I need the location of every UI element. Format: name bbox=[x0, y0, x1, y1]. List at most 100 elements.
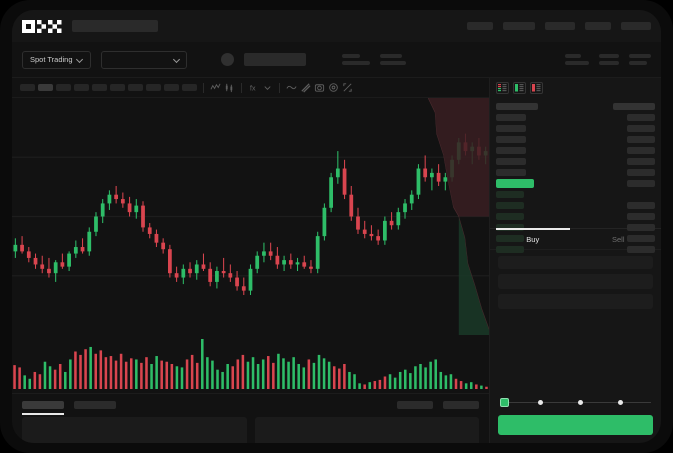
tab-sell-label: Sell bbox=[611, 234, 625, 244]
orders-tab-bar bbox=[12, 393, 489, 415]
amount-field[interactable] bbox=[498, 294, 653, 309]
app-viewport: Spot Trading bbox=[12, 10, 661, 443]
toolbar-divider bbox=[241, 82, 242, 93]
orders-pane-right bbox=[254, 417, 479, 443]
trading-mode-label: Spot Trading bbox=[30, 55, 73, 64]
orderbook-cell-amount bbox=[627, 235, 655, 242]
orderbook-row[interactable] bbox=[496, 178, 655, 189]
nav-item-3[interactable] bbox=[545, 22, 575, 30]
nav-item-1[interactable] bbox=[467, 22, 493, 30]
candlestick-icon[interactable] bbox=[224, 82, 235, 93]
slider-stop-75[interactable] bbox=[618, 399, 623, 405]
orderbook-bids-icon[interactable] bbox=[513, 82, 526, 94]
orderbook-row[interactable] bbox=[496, 112, 655, 123]
slider-stop-50[interactable] bbox=[578, 399, 583, 405]
nav-item-5[interactable] bbox=[621, 22, 651, 30]
amount-percent-slider[interactable] bbox=[490, 389, 661, 415]
magnet-icon[interactable] bbox=[300, 82, 311, 93]
orderbook-row[interactable] bbox=[496, 156, 655, 167]
ticker-bar: Spot Trading bbox=[12, 42, 661, 78]
orderbook-cell-amount bbox=[627, 202, 655, 209]
search-input[interactable] bbox=[72, 20, 158, 32]
toolbar-divider bbox=[203, 82, 204, 93]
orderbook-asks-icon[interactable] bbox=[530, 82, 543, 94]
orderbook-both-icon[interactable] bbox=[496, 82, 509, 94]
slider-track bbox=[502, 401, 651, 403]
orderbook-row[interactable] bbox=[496, 189, 655, 200]
stat-2 bbox=[379, 54, 406, 65]
timeframe-button-8[interactable] bbox=[146, 84, 161, 91]
orderbook-cell-amount bbox=[613, 103, 655, 110]
timeframe-button-5[interactable] bbox=[92, 84, 107, 91]
orderbook-cell-amount bbox=[627, 158, 655, 165]
orderbook-cell-price bbox=[496, 202, 524, 209]
orderbook-row[interactable] bbox=[496, 233, 655, 244]
stat-5 bbox=[629, 54, 651, 65]
orderbook-cell-amount bbox=[627, 169, 655, 176]
orderbook-header-row bbox=[496, 101, 655, 112]
timeframe-button-2[interactable] bbox=[38, 84, 53, 91]
indicator-icon[interactable]: fx bbox=[248, 82, 259, 93]
orderbook-cell-price bbox=[496, 169, 526, 176]
top-navigation-bar bbox=[12, 10, 661, 42]
timeframe-button-6[interactable] bbox=[110, 84, 125, 91]
place-buy-order-button[interactable] bbox=[498, 415, 653, 435]
timeframe-button-1[interactable] bbox=[20, 84, 35, 91]
trade-sidebar: Buy Sell bbox=[489, 78, 661, 443]
orderbook-cell-amount bbox=[627, 180, 655, 187]
tab-order-history[interactable] bbox=[74, 400, 116, 409]
tab-action-2[interactable] bbox=[443, 400, 479, 409]
tab-open-orders[interactable] bbox=[22, 400, 64, 415]
volume-chart[interactable] bbox=[12, 335, 489, 393]
order-type-field[interactable] bbox=[498, 256, 653, 269]
tab-buy[interactable]: Buy bbox=[490, 228, 576, 249]
slider-handle[interactable] bbox=[500, 397, 509, 407]
orderbook-row[interactable] bbox=[496, 211, 655, 222]
timeframe-button-7[interactable] bbox=[128, 84, 143, 91]
orderbook-row[interactable] bbox=[496, 222, 655, 233]
line-chart-icon[interactable] bbox=[210, 82, 221, 93]
orderbook-cell-amount bbox=[627, 224, 655, 231]
fullscreen-icon[interactable] bbox=[342, 82, 353, 93]
okx-logo[interactable] bbox=[22, 19, 62, 33]
chevron-down-icon[interactable] bbox=[262, 82, 273, 93]
orderbook-row[interactable] bbox=[496, 244, 655, 255]
tab-action-1[interactable] bbox=[397, 400, 433, 409]
orderbook-cell-amount bbox=[627, 136, 655, 143]
orderbook-row[interactable] bbox=[496, 200, 655, 211]
orderbook-cell-price bbox=[496, 147, 526, 154]
toolbar-divider bbox=[279, 82, 280, 93]
camera-icon[interactable] bbox=[314, 82, 325, 93]
wave-icon[interactable] bbox=[286, 82, 297, 93]
timeframe-button-3[interactable] bbox=[56, 84, 71, 91]
orders-pane-left bbox=[22, 417, 247, 443]
orderbook-row[interactable] bbox=[496, 167, 655, 178]
nav-item-4[interactable] bbox=[585, 22, 611, 30]
orderbook-cell-price bbox=[496, 103, 538, 110]
orderbook-cell-price bbox=[496, 179, 534, 188]
coin-avatar bbox=[220, 53, 234, 66]
orderbook-row[interactable] bbox=[496, 123, 655, 134]
timeframe-button-9[interactable] bbox=[164, 84, 179, 91]
orderbook-row[interactable] bbox=[496, 145, 655, 156]
volume-svg bbox=[13, 339, 488, 389]
trade-side-tabs: Buy Sell bbox=[490, 228, 661, 250]
timeframe-button-4[interactable] bbox=[74, 84, 89, 91]
tab-sell[interactable]: Sell bbox=[576, 229, 662, 249]
chevron-down-icon bbox=[174, 57, 180, 63]
orderbook-row[interactable] bbox=[496, 134, 655, 145]
orderbook-cell-price bbox=[496, 235, 524, 242]
price-field[interactable] bbox=[498, 274, 653, 289]
timeframe-button-10[interactable] bbox=[182, 84, 197, 91]
pair-price-placeholder bbox=[243, 53, 306, 66]
orderbook-cell-price bbox=[496, 125, 526, 132]
nav-item-2[interactable] bbox=[503, 22, 535, 30]
candlestick-chart[interactable] bbox=[12, 98, 489, 335]
orderbook-list[interactable] bbox=[490, 98, 661, 253]
orderbook-view-toggles bbox=[490, 78, 661, 98]
pair-selector[interactable] bbox=[100, 50, 187, 69]
settings-icon[interactable] bbox=[328, 82, 339, 93]
trading-mode-selector[interactable]: Spot Trading bbox=[22, 50, 91, 69]
slider-stop-25[interactable] bbox=[538, 399, 543, 405]
